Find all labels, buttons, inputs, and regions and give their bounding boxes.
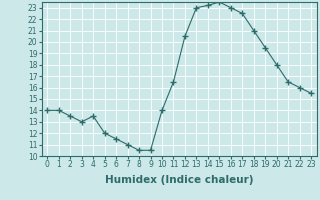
- X-axis label: Humidex (Indice chaleur): Humidex (Indice chaleur): [105, 175, 253, 185]
